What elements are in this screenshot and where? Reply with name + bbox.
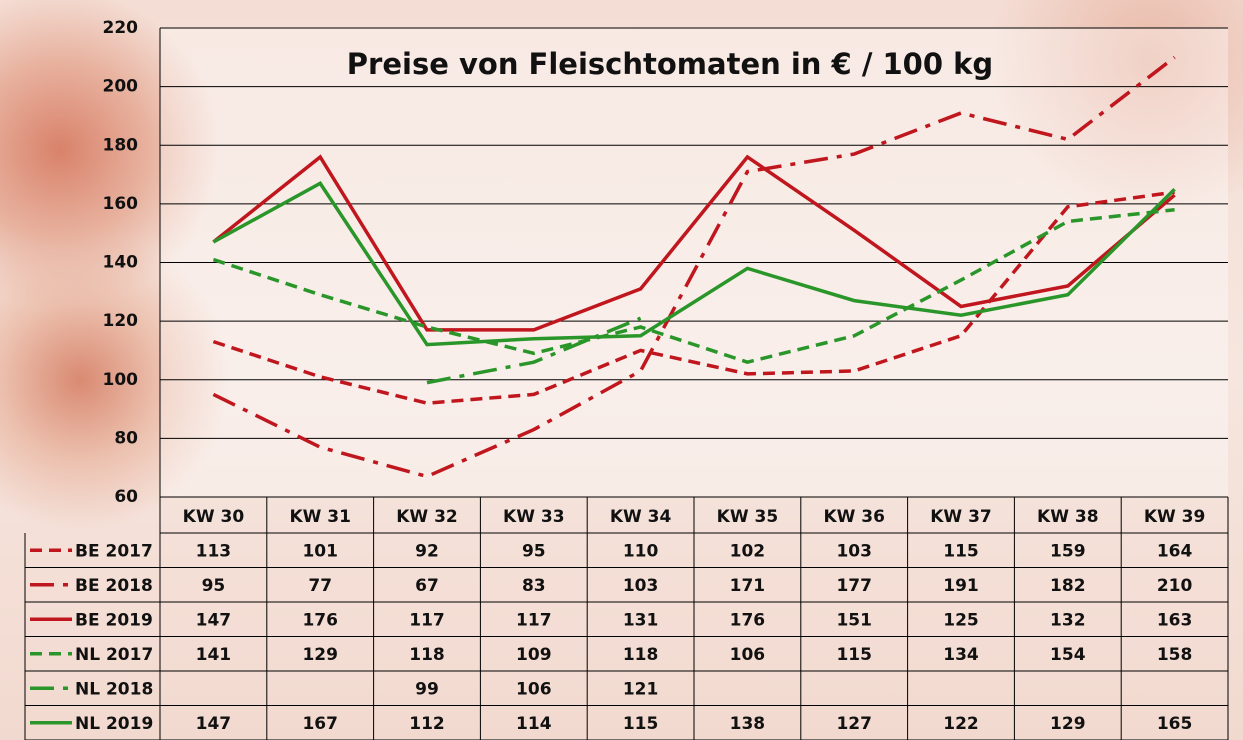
table-value: 176 bbox=[302, 610, 338, 630]
table-value: 132 bbox=[1050, 610, 1086, 630]
table-value: 67 bbox=[415, 576, 439, 596]
table-value: 134 bbox=[943, 645, 979, 665]
table-value: 176 bbox=[730, 610, 766, 630]
table-value: 115 bbox=[943, 541, 979, 561]
table-value: 121 bbox=[623, 679, 659, 699]
table-value: 118 bbox=[409, 645, 445, 665]
y-tick-label: 60 bbox=[114, 487, 138, 507]
y-tick-label: 100 bbox=[103, 370, 139, 390]
table-value: 125 bbox=[943, 610, 979, 630]
table-value: 210 bbox=[1157, 576, 1193, 596]
table-value: 95 bbox=[202, 576, 226, 596]
table-value: 129 bbox=[302, 645, 338, 665]
table-value: 83 bbox=[522, 576, 546, 596]
x-tick-label: KW 33 bbox=[503, 507, 565, 527]
table-value: 117 bbox=[409, 610, 445, 630]
table-value: 167 bbox=[302, 714, 338, 734]
table-value: 177 bbox=[836, 576, 872, 596]
table-value: 92 bbox=[415, 541, 439, 561]
table-value: 106 bbox=[730, 645, 766, 665]
table-value: 147 bbox=[196, 714, 232, 734]
y-tick-label: 80 bbox=[114, 428, 138, 448]
table-value: 106 bbox=[516, 679, 552, 699]
chart: Preise von Fleischtomaten in € / 100 kg … bbox=[0, 0, 1243, 740]
legend-label: BE 2017 bbox=[75, 541, 153, 561]
table-value: 141 bbox=[196, 645, 232, 665]
y-tick-label: 140 bbox=[103, 253, 139, 273]
table-value: 95 bbox=[522, 541, 546, 561]
table-value: 114 bbox=[516, 714, 552, 734]
table-value: 118 bbox=[623, 645, 659, 665]
x-tick-label: KW 32 bbox=[396, 507, 458, 527]
table-value: 115 bbox=[623, 714, 659, 734]
table-value: 110 bbox=[623, 541, 659, 561]
legend-label: BE 2019 bbox=[75, 610, 153, 630]
x-tick-label: KW 36 bbox=[823, 507, 885, 527]
x-tick-label: KW 39 bbox=[1144, 507, 1206, 527]
x-tick-label: KW 38 bbox=[1037, 507, 1099, 527]
table-value: 102 bbox=[730, 541, 766, 561]
table-value: 115 bbox=[836, 645, 872, 665]
table-value: 151 bbox=[836, 610, 872, 630]
table-value: 165 bbox=[1157, 714, 1193, 734]
table-value: 101 bbox=[302, 541, 338, 561]
table-value: 122 bbox=[943, 714, 979, 734]
legend-label: NL 2018 bbox=[75, 679, 153, 699]
x-tick-label: KW 30 bbox=[183, 507, 245, 527]
table-value: 158 bbox=[1157, 645, 1193, 665]
table-value: 164 bbox=[1157, 541, 1193, 561]
table-value: 147 bbox=[196, 610, 232, 630]
table-value: 103 bbox=[836, 541, 872, 561]
legend-label: NL 2019 bbox=[75, 714, 153, 734]
table-value: 131 bbox=[623, 610, 659, 630]
table-value: 159 bbox=[1050, 541, 1086, 561]
table-value: 99 bbox=[415, 679, 439, 699]
table-value: 112 bbox=[409, 714, 445, 734]
legend-label: NL 2017 bbox=[75, 645, 153, 665]
table-value: 138 bbox=[730, 714, 766, 734]
y-tick-label: 220 bbox=[103, 18, 139, 38]
table-value: 127 bbox=[836, 714, 872, 734]
table-value: 117 bbox=[516, 610, 552, 630]
x-tick-label: KW 37 bbox=[930, 507, 992, 527]
table-value: 171 bbox=[730, 576, 766, 596]
x-tick-label: KW 34 bbox=[610, 507, 672, 527]
table-value: 113 bbox=[196, 541, 232, 561]
y-tick-label: 200 bbox=[103, 77, 139, 97]
page: {"chart_data": {"type": "line", "title":… bbox=[0, 0, 1243, 740]
table-value: 77 bbox=[308, 576, 332, 596]
table-value: 182 bbox=[1050, 576, 1086, 596]
y-tick-label: 180 bbox=[103, 135, 139, 155]
table-value: 129 bbox=[1050, 714, 1086, 734]
y-tick-label: 160 bbox=[103, 194, 139, 214]
table-value: 109 bbox=[516, 645, 552, 665]
x-tick-label: KW 35 bbox=[717, 507, 779, 527]
x-tick-label: KW 31 bbox=[289, 507, 351, 527]
table-value: 154 bbox=[1050, 645, 1086, 665]
table-value: 103 bbox=[623, 576, 659, 596]
y-tick-label: 120 bbox=[103, 311, 139, 331]
legend-label: BE 2018 bbox=[75, 576, 153, 596]
table-value: 191 bbox=[943, 576, 979, 596]
table-value: 163 bbox=[1157, 610, 1193, 630]
chart-title: Preise von Fleischtomaten in € / 100 kg bbox=[347, 47, 993, 81]
